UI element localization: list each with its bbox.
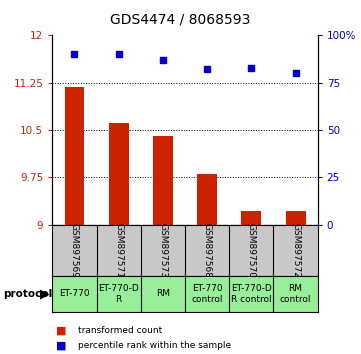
Point	[248, 65, 254, 70]
Text: ET-770
control: ET-770 control	[191, 284, 223, 303]
Point	[204, 67, 210, 72]
Point	[160, 57, 166, 63]
Text: protocol: protocol	[4, 289, 53, 299]
Bar	[197, 174, 217, 225]
Text: transformed count: transformed count	[78, 326, 162, 336]
Bar	[153, 136, 173, 225]
Text: GDS4474 / 8068593: GDS4474 / 8068593	[110, 12, 251, 27]
Bar	[65, 87, 84, 225]
Text: ET-770-D
R: ET-770-D R	[98, 284, 139, 303]
Bar	[242, 211, 261, 225]
Text: RM: RM	[156, 289, 170, 298]
Text: GSM897570: GSM897570	[247, 223, 256, 278]
Bar	[109, 122, 129, 225]
Text: ■: ■	[56, 326, 66, 336]
Text: GSM897568: GSM897568	[203, 223, 212, 278]
Text: ■: ■	[56, 340, 66, 350]
Text: GSM897573: GSM897573	[158, 223, 168, 278]
Text: ET-770: ET-770	[59, 289, 90, 298]
Point	[293, 70, 299, 76]
Point	[71, 51, 77, 57]
Text: GSM897569: GSM897569	[70, 223, 79, 278]
Text: GSM897572: GSM897572	[291, 223, 300, 278]
Bar	[286, 211, 305, 225]
Text: ▶: ▶	[40, 287, 50, 300]
Point	[116, 51, 122, 57]
Text: percentile rank within the sample: percentile rank within the sample	[78, 341, 231, 350]
Text: GSM897571: GSM897571	[114, 223, 123, 278]
Text: ET-770-D
R control: ET-770-D R control	[231, 284, 272, 303]
Text: RM
control: RM control	[280, 284, 311, 303]
